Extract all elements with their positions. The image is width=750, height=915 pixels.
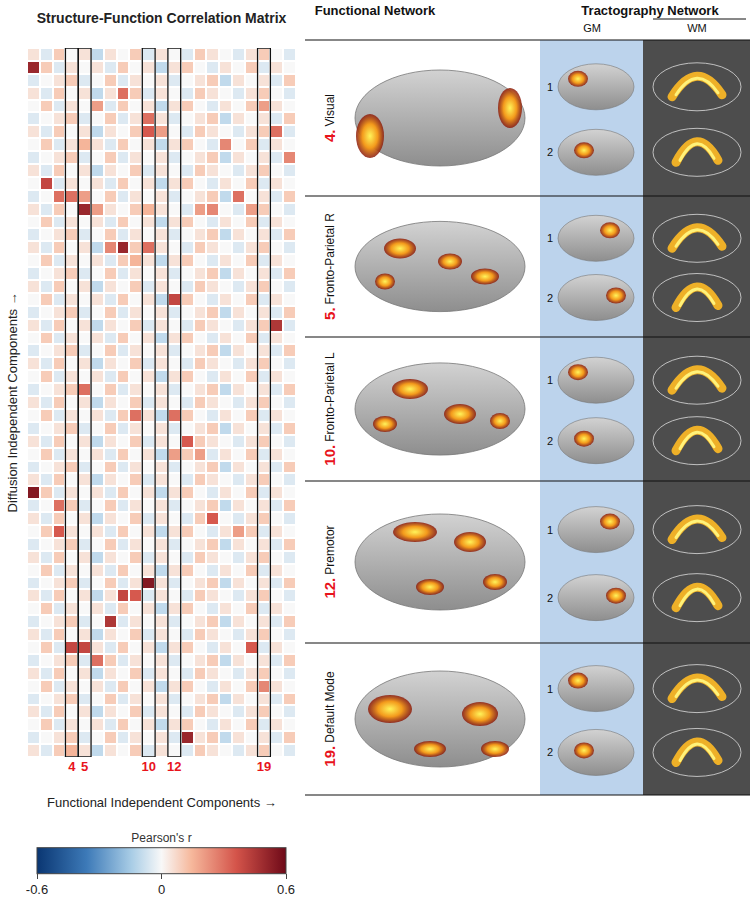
svg-text:4: 4 <box>68 759 76 774</box>
svg-text:2: 2 <box>547 592 553 604</box>
svg-text:10: 10 <box>141 759 155 774</box>
svg-text:19: 19 <box>257 759 271 774</box>
svg-text:19.Default Mode: 19.Default Mode <box>321 671 338 767</box>
svg-text:0.6: 0.6 <box>277 882 295 897</box>
svg-text:Structure-Function Correlation: Structure-Function Correlation Matrix <box>37 10 287 26</box>
svg-text:1: 1 <box>547 524 553 536</box>
svg-text:2: 2 <box>547 146 553 158</box>
svg-text:Functional Network: Functional Network <box>315 3 436 18</box>
svg-text:Functional Independent Compone: Functional Independent Components → <box>47 795 277 810</box>
svg-text:1: 1 <box>547 232 553 244</box>
svg-text:10.Fronto-Parietal L: 10.Fronto-Parietal L <box>321 352 338 466</box>
svg-text:Pearson's r: Pearson's r <box>131 831 191 845</box>
svg-text:WM: WM <box>687 22 707 34</box>
svg-text:1: 1 <box>547 683 553 695</box>
svg-text:4.Visual: 4.Visual <box>321 94 338 142</box>
svg-text:1: 1 <box>547 374 553 386</box>
svg-text:12: 12 <box>167 759 181 774</box>
svg-text:2: 2 <box>547 746 553 758</box>
svg-text:1: 1 <box>547 81 553 93</box>
svg-text:5: 5 <box>81 759 88 774</box>
svg-text:GM: GM <box>583 22 601 34</box>
svg-text:2: 2 <box>547 292 553 304</box>
svg-text:-0.6: -0.6 <box>26 882 48 897</box>
svg-text:2: 2 <box>547 435 553 447</box>
svg-text:12.Premotor: 12.Premotor <box>321 525 338 598</box>
svg-text:5.Fronto-Parietal R: 5.Fronto-Parietal R <box>321 213 338 320</box>
svg-text:Tractography Network: Tractography Network <box>581 3 719 18</box>
svg-text:0: 0 <box>158 882 165 897</box>
svg-text:Diffusion Independent Componen: Diffusion Independent Components → <box>5 292 20 512</box>
